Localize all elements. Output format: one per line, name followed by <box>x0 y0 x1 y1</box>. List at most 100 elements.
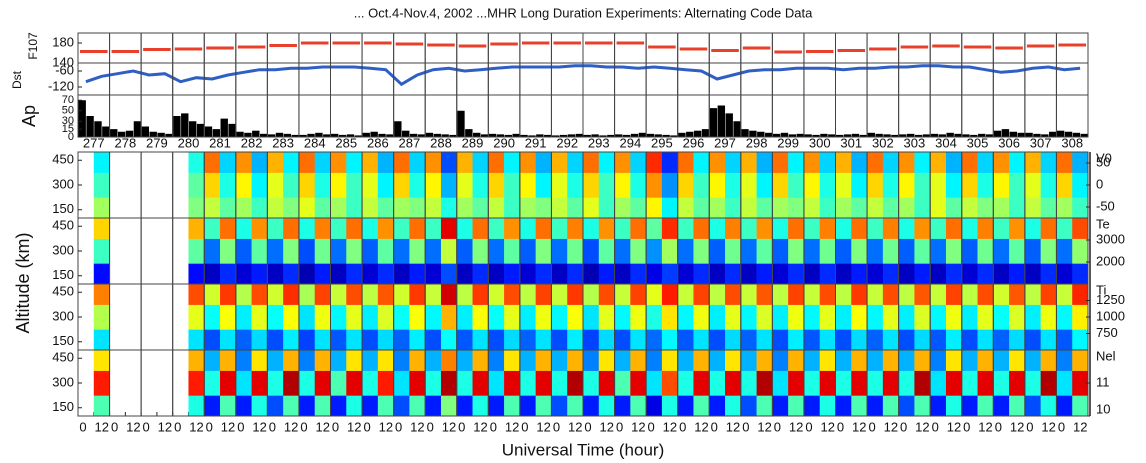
heatmap-cell <box>535 238 552 264</box>
ap-bar <box>433 133 441 137</box>
heatmap-cell <box>882 370 899 396</box>
heatmap-cell <box>472 329 489 351</box>
day-label: 306 <box>998 135 1020 150</box>
heatmap-cell <box>488 395 505 417</box>
heatmap-cell <box>583 197 600 219</box>
x-tick-label: 0 <box>332 419 339 434</box>
ap-bar <box>196 123 205 137</box>
heatmap-cell <box>488 284 505 305</box>
heatmap-cell <box>1024 152 1041 173</box>
heatmap-cell <box>725 304 742 330</box>
heatmap-cell <box>867 263 884 285</box>
heatmap-cell <box>788 304 805 330</box>
heatmap-cell <box>267 284 284 305</box>
heatmap-cell <box>709 329 726 351</box>
heatmap-cell <box>945 263 963 285</box>
heatmap-cell <box>977 284 994 305</box>
ap-bar <box>788 134 797 137</box>
heatmap-cell <box>803 218 821 239</box>
heatmap-cell <box>93 284 110 305</box>
ap-bar <box>165 133 173 137</box>
heatmap-cell <box>756 329 773 351</box>
ap-bar <box>709 108 718 137</box>
heatmap-cell <box>661 238 678 264</box>
ap-bar <box>94 121 102 137</box>
ap-bar <box>646 133 655 137</box>
heatmap-cell <box>630 172 647 198</box>
heatmap-cell <box>646 350 663 371</box>
heatmap-cell <box>362 284 379 305</box>
ap-bar <box>764 132 773 137</box>
heatmap-cell <box>1056 395 1073 417</box>
heatmap-cell <box>409 172 426 198</box>
ap-bar <box>978 133 986 137</box>
heatmap-cell <box>598 284 615 305</box>
heatmap-cell <box>1072 304 1089 330</box>
heatmap-cell <box>377 350 394 371</box>
heatmap-cell <box>898 152 915 173</box>
x-tick-label: 0 <box>143 419 150 434</box>
heatmap-cell <box>993 263 1010 285</box>
heatmap-cell <box>835 218 852 239</box>
ap-bar <box>291 134 299 137</box>
heatmap-cell <box>914 350 931 371</box>
x-tick-label: 0 <box>868 419 875 434</box>
heatmap-cell <box>1040 152 1057 173</box>
y-tick-label: 30 <box>62 115 74 127</box>
heatmap-cell <box>709 218 726 239</box>
x-tick-label: 0 <box>995 419 1002 434</box>
heatmap-cell <box>803 304 821 330</box>
heatmap-cell <box>425 304 442 330</box>
heatmap-cell <box>1072 395 1089 417</box>
heatmap-cell <box>677 152 694 173</box>
heatmap-cell <box>725 370 742 396</box>
heatmap-cell <box>425 238 442 264</box>
heatmap-cell <box>993 395 1010 417</box>
heatmap-cell <box>298 218 316 239</box>
heatmap-cell <box>377 284 394 305</box>
x-tick-label: 12 <box>284 419 298 434</box>
heatmap-cell <box>330 218 347 239</box>
heatmap-cell <box>551 284 568 305</box>
heatmap-cell <box>693 284 710 305</box>
heatmap-cell <box>914 284 931 305</box>
heatmap-cell <box>362 238 379 264</box>
heatmap-cell <box>283 395 300 417</box>
heatmap-cell <box>882 238 899 264</box>
heatmap-cell <box>977 197 994 219</box>
y-tick-label: 150 <box>52 201 74 216</box>
heatmap-cell <box>756 263 773 285</box>
heatmap-cell <box>1024 284 1041 305</box>
heatmap-cell <box>772 197 789 219</box>
heatmap-cell <box>803 263 821 285</box>
heatmap-cell <box>693 238 710 264</box>
heatmap-cell <box>709 284 726 305</box>
heatmap-cell <box>851 329 868 351</box>
ap-bar <box>520 134 528 137</box>
heatmap-cell <box>1040 263 1057 285</box>
heatmap-cell <box>346 329 363 351</box>
ap-bar <box>836 134 844 137</box>
heatmap-cell <box>725 395 742 417</box>
heatmap-cell <box>961 304 978 330</box>
heatmap-cell <box>867 152 884 173</box>
colorbar-label: Te <box>1096 216 1110 231</box>
heatmap-cell <box>567 172 584 198</box>
heatmap-cell <box>630 329 647 351</box>
heatmap-cell <box>646 370 663 396</box>
heatmap-cell <box>567 370 584 396</box>
heatmap-cell <box>882 218 899 239</box>
heatmap-cell <box>803 370 821 396</box>
heatmap-cell <box>819 172 836 198</box>
heatmap-cell <box>961 238 978 264</box>
heatmap-cell <box>851 238 868 264</box>
heatmap-cell <box>488 238 505 264</box>
heatmap-cell <box>930 284 947 305</box>
heatmap-cell <box>188 197 205 219</box>
heatmap-cell <box>803 172 821 198</box>
heatmap-cell <box>930 304 947 330</box>
heatmap-cell <box>1072 238 1089 264</box>
x-tick-label: 12 <box>347 419 361 434</box>
heatmap-cell <box>567 238 584 264</box>
heatmap-cell <box>93 197 110 219</box>
